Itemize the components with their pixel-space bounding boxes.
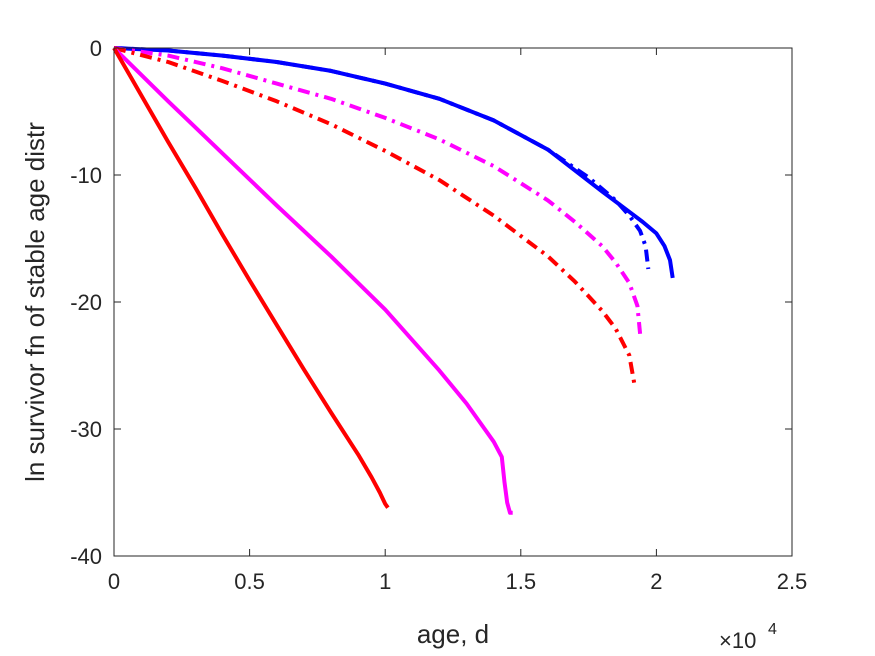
x-tick-label: 0.5	[234, 569, 265, 594]
plot-area	[114, 48, 792, 556]
x-exponent-power: 4	[768, 621, 777, 638]
x-tick-label: 0	[108, 569, 120, 594]
x-axis-label: age, d	[417, 619, 489, 649]
y-tick-label: -10	[70, 163, 102, 188]
x-tick-label: 2.5	[777, 569, 808, 594]
x-tick-label: 1	[379, 569, 391, 594]
y-tick-label: -40	[70, 544, 102, 569]
series-line-5	[112, 46, 513, 515]
ticks-layer: 0 0.5 1 1.5 2 2.5 0 -10 -20 -30 -40	[70, 36, 807, 594]
series-line-6	[112, 47, 390, 509]
y-axis-label: ln survivor fn of stable age distr	[20, 122, 50, 482]
x-exponent-base: ×10	[719, 628, 756, 653]
series-line-4	[113, 46, 637, 387]
y-tick-label: -30	[70, 417, 102, 442]
x-tick-label: 1.5	[506, 569, 537, 594]
series-layer	[112, 46, 675, 515]
y-tick-label: 0	[90, 36, 102, 61]
x-exponent-label: ×10 4	[719, 621, 777, 653]
x-tick-label: 2	[650, 569, 662, 594]
y-tick-label: -20	[70, 290, 102, 315]
series-line-3	[113, 46, 643, 334]
series-line-2	[113, 46, 651, 270]
